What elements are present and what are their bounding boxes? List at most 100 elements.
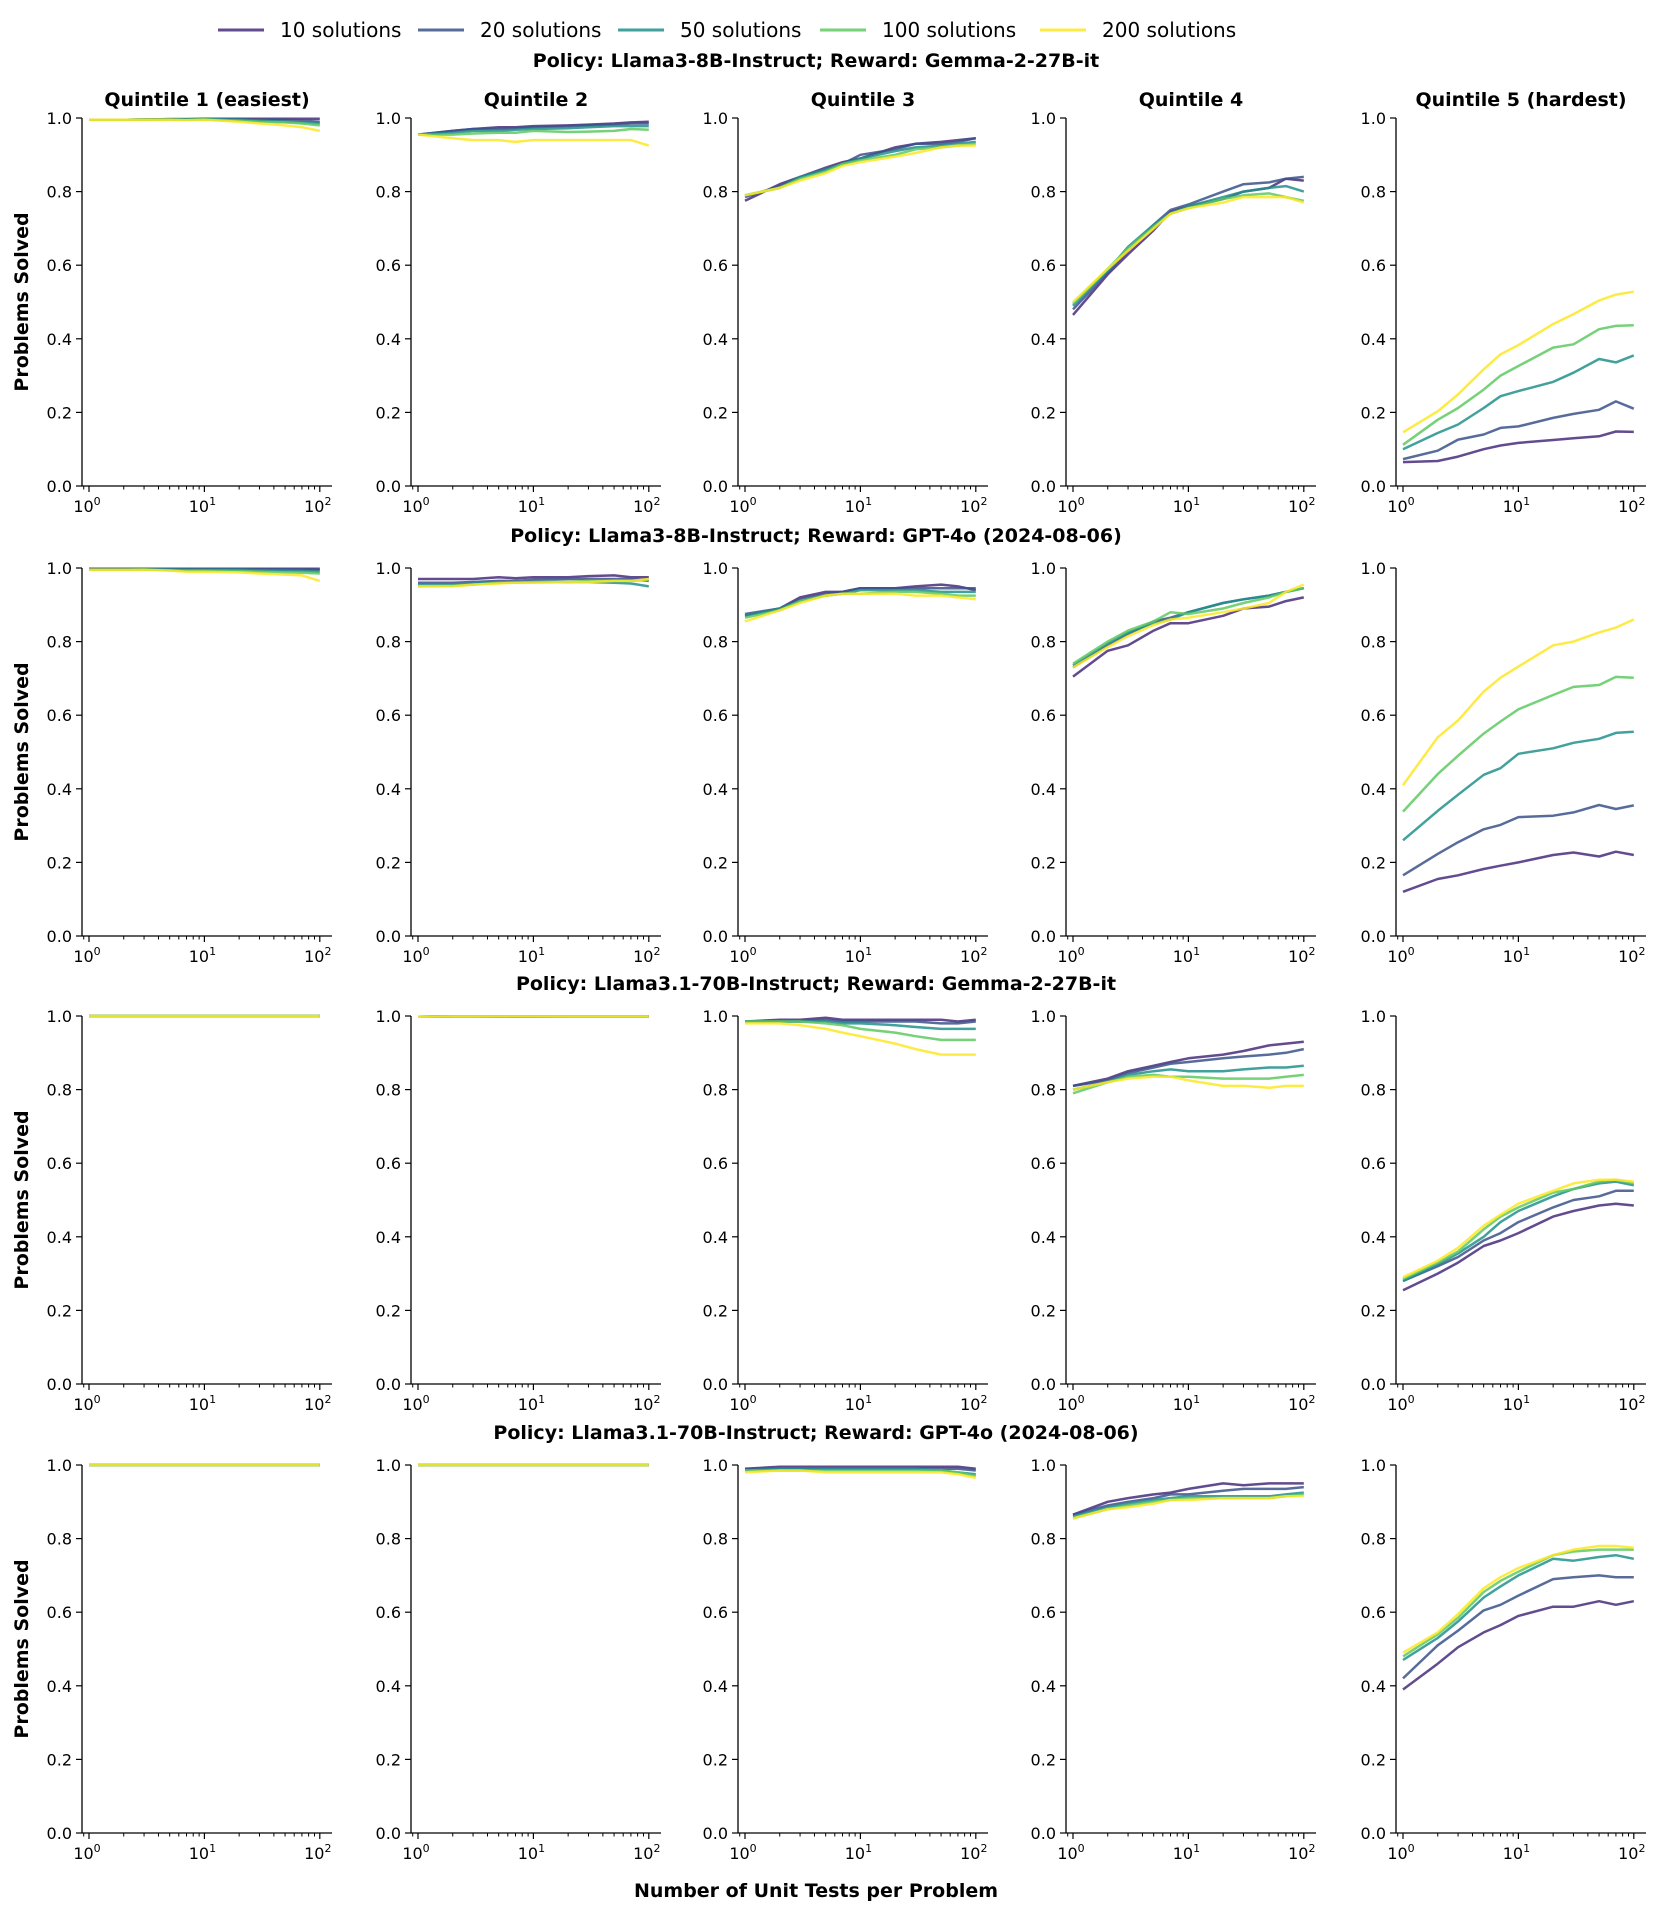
series-line-200-solutions [1072, 1075, 1304, 1091]
y-tick-label: 0.4 [703, 1677, 728, 1696]
x-tick-label: 100 [1057, 495, 1084, 516]
y-tick-label: 0.4 [376, 780, 401, 799]
series-line-50-solutions [1402, 1553, 1635, 1662]
y-tick-label: 0.2 [376, 403, 401, 422]
y-tick-label: 0.8 [1361, 633, 1386, 652]
series-line-200-solutions [744, 144, 976, 197]
series-line-200-solutions [745, 1022, 976, 1056]
series-line-200-solutions [1072, 195, 1305, 303]
subplot: Quintile 4 0.0 0.2 0.4 0.6 0.8 1.0 100 101 102 [1031, 89, 1316, 516]
y-tick-label: 0.4 [1031, 330, 1056, 349]
y-tick-label: 1.0 [703, 109, 728, 128]
y-tick-label: 0.4 [1031, 780, 1056, 799]
y-tick-label: 0.0 [1361, 927, 1386, 946]
y-tick-label: 0.0 [703, 1824, 728, 1843]
y-tick-label: 0.8 [703, 1081, 728, 1100]
y-tick-label: 0.4 [703, 780, 728, 799]
y-tick-label: 1.0 [1361, 1007, 1386, 1026]
y-tick-label: 0.2 [1031, 1750, 1056, 1769]
y-axis-label: Problems Solved [11, 1559, 33, 1738]
series-line-200-solutions [417, 133, 650, 147]
y-tick-label: 1.0 [703, 1007, 728, 1026]
y-tick-label: 0.6 [376, 256, 401, 275]
x-tick-label: 101 [1503, 1842, 1530, 1863]
subplot: 0.0 0.2 0.4 0.6 0.8 1.0 100 101 102 [47, 1007, 332, 1414]
y-tick-label: 0.2 [1361, 1750, 1386, 1769]
x-tick-label: 101 [1503, 1393, 1530, 1414]
x-tick-label: 101 [189, 495, 216, 516]
y-tick-label: 0.6 [1031, 256, 1056, 275]
y-tick-label: 0.8 [376, 1081, 401, 1100]
x-tick-label: 102 [304, 945, 331, 966]
series-line-50-solutions [1402, 354, 1635, 451]
y-tick-label: 0.8 [703, 633, 728, 652]
series-line-20-solutions [1072, 1047, 1305, 1088]
x-tick-label: 100 [402, 945, 429, 966]
series-line-50-solutions [417, 124, 649, 136]
x-tick-label: 102 [960, 1393, 987, 1414]
subplot-grid: Policy: Llama3-8B-Instruct; Reward: Gemm… [11, 50, 1646, 1863]
series-line-200-solutions [1402, 1178, 1634, 1279]
legend: 10 solutions 20 solutions 50 solutions 100 … [218, 18, 1236, 42]
x-tick-label: 100 [73, 1842, 100, 1863]
y-tick-label: 0.0 [376, 927, 401, 946]
series-line-20-solutions [1402, 400, 1635, 461]
x-tick-label: 102 [960, 1842, 987, 1863]
x-tick-label: 102 [304, 495, 331, 516]
y-tick-label: 1.0 [47, 559, 72, 578]
x-tick-label: 100 [1387, 1393, 1414, 1414]
series-line-20-solutions [1402, 1189, 1634, 1283]
y-tick-label: 0.8 [703, 1530, 728, 1549]
y-tick-label: 0.6 [47, 1154, 72, 1173]
y-tick-label: 0.2 [1031, 403, 1056, 422]
subplot: Quintile 2 0.0 0.2 0.4 0.6 0.8 1.0 100 101 102 [376, 89, 661, 516]
x-tick-label: 101 [518, 495, 545, 516]
y-tick-label: 0.2 [376, 1301, 401, 1320]
y-tick-label: 1.0 [703, 1456, 728, 1475]
subplot: 0.0 0.2 0.4 0.6 0.8 1.0 100 101 102 [1361, 1456, 1646, 1863]
y-tick-label: 0.2 [47, 853, 72, 872]
y-tick-label: 0.0 [47, 1375, 72, 1394]
y-tick-label: 0.0 [1361, 1375, 1386, 1394]
series-line-200-solutions [1401, 618, 1635, 786]
y-tick-label: 0.0 [1361, 1824, 1386, 1843]
series-line-20-solutions [1072, 586, 1305, 669]
y-tick-label: 1.0 [47, 1007, 72, 1026]
x-tick-label: 101 [1173, 495, 1200, 516]
column-title: Quintile 4 [1139, 89, 1244, 111]
y-tick-label: 0.0 [1031, 1824, 1056, 1843]
series-line-20-solutions [1402, 1574, 1634, 1680]
y-tick-label: 0.6 [1031, 706, 1056, 725]
row-title: Policy: Llama3-8B-Instruct; Reward: GPT-… [510, 525, 1122, 547]
x-tick-label: 100 [1387, 495, 1414, 516]
y-tick-label: 0.6 [376, 1603, 401, 1622]
series-line-20-solutions [417, 122, 649, 136]
x-tick-label: 100 [1387, 945, 1414, 966]
y-tick-label: 0.2 [703, 403, 728, 422]
x-tick-label: 101 [189, 945, 216, 966]
y-tick-label: 0.8 [1361, 1530, 1386, 1549]
series-line-50-solutions [1402, 730, 1634, 842]
x-tick-label: 101 [845, 1393, 872, 1414]
y-tick-label: 0.6 [1361, 1154, 1386, 1173]
y-tick-label: 0.0 [376, 477, 401, 496]
y-tick-label: 0.0 [47, 1824, 72, 1843]
x-tick-label: 101 [189, 1842, 216, 1863]
y-tick-label: 0.0 [1031, 1375, 1056, 1394]
series-line-10-solutions [1072, 1482, 1304, 1516]
series-line-10-solutions [1402, 1202, 1634, 1292]
y-tick-label: 0.2 [1031, 1301, 1056, 1320]
x-tick-label: 101 [1503, 945, 1530, 966]
y-tick-label: 0.8 [1361, 1081, 1386, 1100]
subplot: Quintile 3 0.0 0.2 0.4 0.6 0.8 1.0 100 101 102 [703, 89, 988, 516]
subplot: 0.0 0.2 0.4 0.6 0.8 1.0 100 101 102 [47, 1456, 332, 1863]
row-title: Policy: Llama3-8B-Instruct; Reward: Gemm… [533, 50, 1099, 72]
y-tick-label: 0.2 [1031, 853, 1056, 872]
x-tick-label: 101 [1173, 945, 1200, 966]
y-tick-label: 0.6 [1361, 256, 1386, 275]
y-tick-label: 0.4 [47, 780, 72, 799]
x-tick-label: 101 [518, 945, 545, 966]
series-line-20-solutions [1402, 803, 1635, 877]
y-tick-label: 0.8 [1031, 1081, 1056, 1100]
